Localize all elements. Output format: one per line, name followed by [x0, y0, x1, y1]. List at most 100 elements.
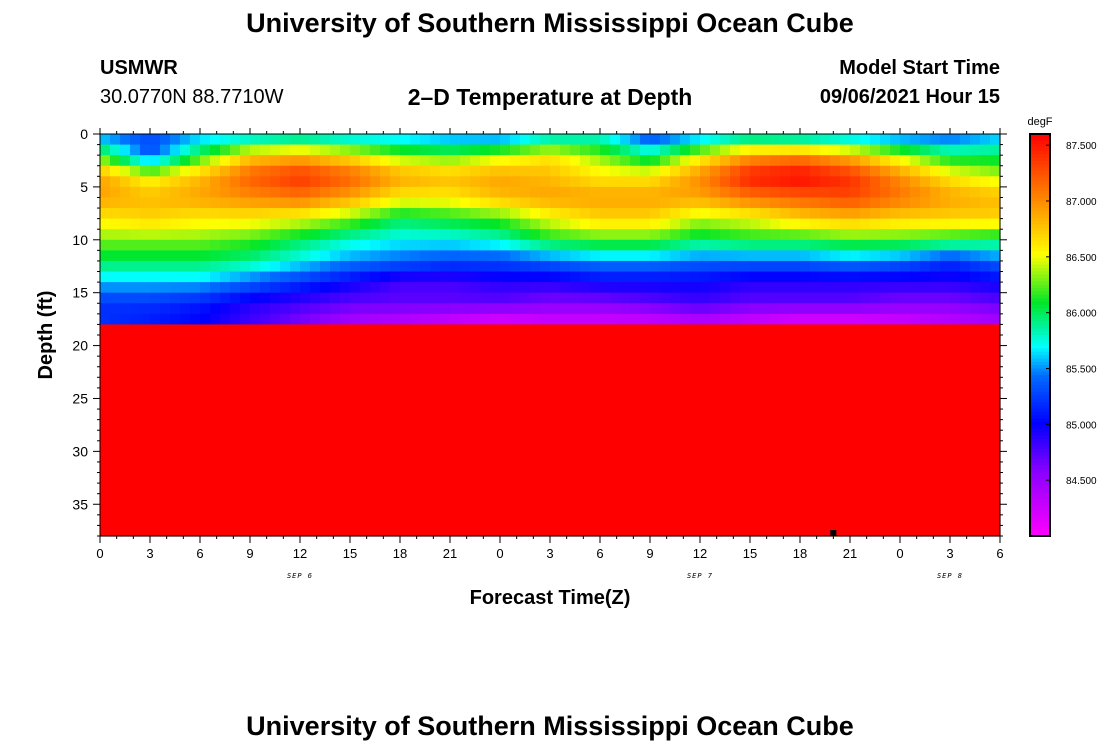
heatmap-cell: [210, 345, 221, 357]
heatmap-cell: [270, 271, 281, 283]
heatmap-cell: [540, 472, 551, 484]
heatmap-cell: [550, 525, 561, 537]
heatmap-cell: [160, 313, 171, 326]
heatmap-cell: [290, 271, 301, 283]
heatmap-cell: [190, 144, 201, 156]
heatmap-cell: [120, 229, 131, 241]
heatmap-cell: [810, 504, 821, 516]
heatmap-cell: [910, 303, 921, 315]
heatmap-cell: [270, 514, 281, 527]
heatmap-cell: [170, 409, 181, 421]
heatmap-cell: [220, 165, 231, 177]
heatmap-cell: [350, 483, 361, 495]
colorbar-segment: [1030, 475, 1050, 480]
heatmap-cell: [230, 398, 241, 410]
heatmap-cell: [930, 335, 941, 347]
heatmap-cell: [270, 292, 281, 304]
heatmap-cell: [460, 440, 471, 452]
heatmap-cell: [970, 165, 981, 177]
heatmap-cell: [130, 282, 141, 294]
heatmap-cell: [250, 165, 261, 177]
heatmap-cell: [630, 208, 641, 220]
heatmap-cell: [470, 208, 481, 220]
heatmap-cell: [530, 303, 541, 315]
heatmap-cell: [230, 134, 241, 146]
heatmap-cell: [680, 165, 691, 177]
heatmap-cell: [900, 514, 911, 527]
heatmap-cell: [920, 525, 931, 537]
heatmap-cell: [790, 271, 801, 283]
heatmap-cell: [230, 504, 241, 516]
heatmap-cell: [400, 155, 411, 167]
heatmap-cell: [840, 472, 851, 484]
heatmap-cell: [770, 514, 781, 527]
heatmap-cell: [930, 324, 941, 336]
heatmap-cell: [740, 356, 751, 368]
heatmap-cell: [770, 197, 781, 209]
heatmap-cell: [850, 282, 861, 294]
heatmap-cell: [810, 472, 821, 484]
heatmap-cell: [750, 176, 761, 188]
heatmap-cell: [800, 356, 811, 368]
heatmap-cell: [390, 165, 401, 177]
heatmap-cell: [910, 398, 921, 410]
y-tick-label: 30: [72, 443, 88, 459]
heatmap-cell: [830, 197, 841, 209]
heatmap-cell: [750, 409, 761, 421]
heatmap-cell: [580, 366, 591, 378]
heatmap-cell: [370, 271, 381, 283]
heatmap-cell: [600, 430, 611, 442]
heatmap-cell: [650, 493, 661, 505]
heatmap-cell: [970, 292, 981, 304]
heatmap-cell: [700, 504, 711, 516]
heatmap-cell: [890, 165, 901, 177]
heatmap-cell: [720, 387, 731, 400]
heatmap-cell: [890, 461, 901, 474]
heatmap-cell: [750, 313, 761, 326]
heatmap-cell: [540, 356, 551, 368]
heatmap-cell: [380, 250, 391, 262]
heatmap-cell: [550, 493, 561, 505]
heatmap-cell: [390, 504, 401, 516]
heatmap-cell: [710, 472, 721, 484]
heatmap-cell: [450, 303, 461, 315]
heatmap-cell: [900, 292, 911, 304]
heatmap-cell: [690, 250, 701, 262]
heatmap-cell: [680, 229, 691, 241]
heatmap-cell: [840, 271, 851, 283]
heatmap-cell: [980, 239, 991, 251]
heatmap-cell: [560, 430, 571, 442]
heatmap-cell: [240, 387, 251, 400]
heatmap-cell: [800, 165, 811, 177]
heatmap-cell: [100, 260, 111, 273]
heatmap-cell: [290, 176, 301, 188]
heatmap-cell: [860, 366, 871, 378]
heatmap-cell: [540, 271, 551, 283]
heatmap-cell: [430, 356, 441, 368]
heatmap-cell: [390, 239, 401, 251]
heatmap-cell: [940, 229, 951, 241]
heatmap-cell: [550, 366, 561, 378]
heatmap-cell: [670, 409, 681, 421]
heatmap-cell: [220, 451, 231, 463]
heatmap-cell: [860, 282, 871, 294]
heatmap-cell: [920, 303, 931, 315]
heatmap-cell: [430, 461, 441, 474]
heatmap-cell: [940, 398, 951, 410]
heatmap-cell: [620, 356, 631, 368]
heatmap-cell: [560, 451, 571, 463]
heatmap-cell: [180, 377, 191, 389]
heatmap-cell: [670, 525, 681, 537]
heatmap-cell: [680, 345, 691, 357]
heatmap-cell: [990, 419, 1001, 431]
heatmap-cell: [100, 451, 111, 463]
heatmap-cell: [440, 472, 451, 484]
heatmap-cell: [390, 250, 401, 262]
heatmap-cell: [570, 335, 581, 347]
heatmap-cell: [730, 144, 741, 156]
heatmap-cell: [730, 303, 741, 315]
heatmap-cell: [820, 451, 831, 463]
heatmap-cell: [830, 461, 841, 474]
heatmap-cell: [620, 292, 631, 304]
heatmap-cell: [250, 461, 261, 474]
